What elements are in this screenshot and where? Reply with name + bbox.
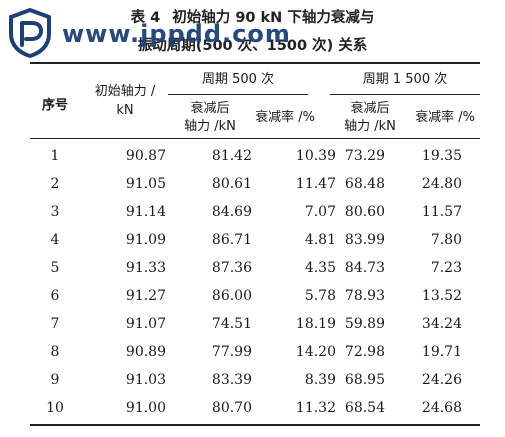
cell-rate-1500: 11.57 — [421, 204, 462, 220]
cell-force-1500: 68.54 — [344, 400, 385, 416]
cell-seq: 1 — [50, 148, 60, 164]
table-header-rule — [30, 138, 480, 139]
cell-initial-force: 91.09 — [125, 232, 166, 248]
cell-rate-1500: 7.80 — [430, 232, 462, 248]
cell-initial-force: 90.87 — [125, 148, 166, 164]
cell-force-1500: 68.48 — [344, 176, 385, 192]
cell-rate-1500: 24.26 — [421, 372, 462, 388]
table-title: 表 4 初始轴力 90 kN 下轴力衰减与 — [0, 6, 505, 27]
header-rate-1500: 衰减率 /% — [415, 110, 475, 125]
cell-initial-force: 91.00 — [125, 400, 166, 416]
cell-rate-500: 4.81 — [304, 232, 336, 248]
table-number: 表 4 — [130, 10, 161, 26]
header-seq: 序号 — [41, 98, 68, 113]
cell-force-500: 86.71 — [211, 232, 252, 248]
table-row: 10 91.00 80.70 11.32 68.54 24.68 — [30, 394, 480, 422]
cell-seq: 8 — [50, 344, 60, 360]
cell-force-1500: 78.93 — [344, 288, 385, 304]
cell-initial-force: 91.27 — [125, 288, 166, 304]
cell-initial-force: 91.14 — [125, 204, 166, 220]
table-top-rule — [30, 62, 480, 64]
cell-rate-500: 7.07 — [304, 204, 336, 220]
cell-force-1500: 68.95 — [344, 372, 385, 388]
cell-rate-500: 18.19 — [295, 316, 336, 332]
cell-initial-force: 91.07 — [125, 316, 166, 332]
cell-initial-force: 91.05 — [125, 176, 166, 192]
cell-force-1500: 59.89 — [344, 316, 385, 332]
period-1500-rule — [330, 94, 480, 95]
cell-rate-1500: 24.68 — [421, 400, 462, 416]
cell-seq: 7 — [50, 316, 60, 332]
cell-rate-500: 4.35 — [304, 260, 336, 276]
cell-force-1500: 73.29 — [344, 148, 385, 164]
cell-rate-1500: 19.71 — [421, 344, 462, 360]
watermark-logo-icon — [9, 8, 51, 58]
table-row: 9 91.03 83.39 8.39 68.95 24.26 — [30, 366, 480, 394]
cell-seq: 2 — [50, 176, 60, 192]
table-row: 3 91.14 84.69 7.07 80.60 11.57 — [30, 198, 480, 226]
table-row: 7 91.07 74.51 18.19 59.89 34.24 — [30, 310, 480, 338]
table-row: 8 90.89 77.99 14.20 72.98 19.71 — [30, 338, 480, 366]
cell-initial-force: 90.89 — [125, 344, 166, 360]
cell-rate-1500: 34.24 — [421, 316, 462, 332]
watermark-text: www.jppdd.com — [62, 20, 291, 48]
cell-force-500: 81.42 — [211, 148, 252, 164]
cell-force-1500: 80.60 — [344, 204, 385, 220]
cell-force-500: 74.51 — [211, 316, 252, 332]
period-500-rule — [168, 94, 308, 95]
table-title-line1: 初始轴力 90 kN 下轴力衰减与 — [172, 10, 375, 26]
table-row: 6 91.27 86.00 5.78 78.93 13.52 — [30, 282, 480, 310]
cell-force-500: 80.70 — [211, 400, 252, 416]
header-after-force-1500-line2: 轴力 /kN — [344, 119, 396, 134]
cell-rate-1500: 19.35 — [421, 148, 462, 164]
cell-rate-1500: 7.23 — [430, 260, 462, 276]
cell-force-500: 84.69 — [211, 204, 252, 220]
cell-seq: 5 — [50, 260, 60, 276]
cell-seq: 6 — [50, 288, 60, 304]
cell-force-500: 77.99 — [211, 344, 252, 360]
table-row: 4 91.09 86.71 4.81 83.99 7.80 — [30, 226, 480, 254]
cell-force-500: 86.00 — [211, 288, 252, 304]
header-initial-force-line1: 初始轴力 / — [94, 84, 156, 99]
cell-force-1500: 84.73 — [344, 260, 385, 276]
cell-rate-500: 10.39 — [295, 148, 336, 164]
cell-rate-500: 14.20 — [295, 344, 336, 360]
cell-seq: 9 — [50, 372, 60, 388]
cell-rate-1500: 13.52 — [421, 288, 462, 304]
cell-rate-1500: 24.80 — [421, 176, 462, 192]
header-after-force-500-line2: 轴力 /kN — [184, 119, 236, 134]
header-after-force-500-line1: 衰减后 — [190, 101, 230, 116]
cell-seq: 4 — [50, 232, 60, 248]
cell-force-1500: 83.99 — [344, 232, 385, 248]
cell-force-500: 80.61 — [211, 176, 252, 192]
cell-force-1500: 72.98 — [344, 344, 385, 360]
table-title-line2: 振动周期(500 次、1500 次) 关系 — [137, 38, 368, 54]
header-rate-500: 衰减率 /% — [255, 110, 315, 125]
cell-force-500: 83.39 — [211, 372, 252, 388]
table-bottom-rule — [30, 424, 480, 426]
cell-initial-force: 91.33 — [125, 260, 166, 276]
cell-seq: 3 — [50, 204, 60, 220]
cell-initial-force: 91.03 — [125, 372, 166, 388]
cell-rate-500: 11.47 — [295, 176, 336, 192]
cell-force-500: 87.36 — [211, 260, 252, 276]
cell-rate-500: 8.39 — [304, 372, 336, 388]
table-row: 1 90.87 81.42 10.39 73.29 19.35 — [30, 142, 480, 170]
header-period-500: 周期 500 次 — [201, 72, 275, 87]
cell-seq: 10 — [46, 400, 64, 416]
table-row: 5 91.33 87.36 4.35 84.73 7.23 — [30, 254, 480, 282]
header-period-1500: 周期 1 500 次 — [362, 72, 448, 87]
cell-rate-500: 5.78 — [304, 288, 336, 304]
header-after-force-1500-line1: 衰减后 — [350, 101, 390, 116]
header-initial-force-line2: kN — [116, 103, 134, 118]
cell-rate-500: 11.32 — [295, 400, 336, 416]
table-row: 2 91.05 80.61 11.47 68.48 24.80 — [30, 170, 480, 198]
